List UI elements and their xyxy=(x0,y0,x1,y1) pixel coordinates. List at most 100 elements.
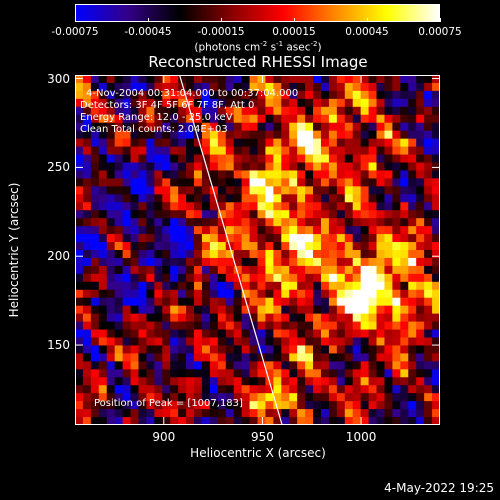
heatmap-cell xyxy=(281,345,290,354)
heatmap-cell xyxy=(217,106,227,116)
heatmap-cell xyxy=(265,393,274,402)
heatmap-cell xyxy=(352,313,362,323)
heatmap-cell xyxy=(313,202,322,211)
x-tick-label: 950 xyxy=(250,430,274,444)
heatmap-cell xyxy=(392,353,401,362)
heatmap-cell xyxy=(424,369,433,378)
heatmap-cell xyxy=(241,393,251,402)
heatmap-cell xyxy=(122,281,132,291)
heatmap-cell xyxy=(194,194,203,203)
heatmap-cell xyxy=(305,345,314,354)
heatmap-cell xyxy=(130,75,140,84)
heatmap-cell xyxy=(408,210,417,219)
heatmap-cell xyxy=(336,313,346,323)
plot-frame xyxy=(75,75,440,425)
heatmap-cell xyxy=(432,234,440,243)
heatmap-cell xyxy=(376,361,386,370)
heatmap-cell xyxy=(432,82,440,92)
heatmap-cell xyxy=(368,273,378,283)
heatmap-cell xyxy=(336,297,346,307)
heatmap-cell xyxy=(305,202,314,211)
heatmap-cell xyxy=(368,114,378,124)
heatmap-cell xyxy=(249,122,259,132)
heatmap-cell xyxy=(265,130,274,140)
heatmap-cell xyxy=(297,122,306,132)
heatmap-cell xyxy=(122,337,132,347)
heatmap-cell xyxy=(146,178,155,187)
heatmap-cell xyxy=(360,90,370,100)
heatmap-cell xyxy=(241,401,251,410)
heatmap-cell xyxy=(313,250,322,259)
heatmap-cell xyxy=(75,162,84,172)
heatmap-cell xyxy=(217,369,227,378)
heatmap-cell xyxy=(201,377,211,386)
heatmap-cell xyxy=(281,385,290,394)
heatmap-cell xyxy=(297,337,306,347)
heatmap-cell xyxy=(146,401,155,410)
heatmap-cell xyxy=(297,321,306,331)
heatmap-cell xyxy=(320,75,330,84)
heatmap-cell xyxy=(106,82,116,92)
heatmap-cell xyxy=(265,90,274,100)
heatmap-cell xyxy=(328,98,338,108)
heatmap-cell xyxy=(209,106,219,116)
heatmap-cell xyxy=(392,337,401,347)
heatmap-cell xyxy=(217,130,227,140)
heatmap-cell xyxy=(98,297,108,307)
heatmap-cell xyxy=(313,234,322,243)
heatmap-cell xyxy=(344,409,354,418)
heatmap-cell xyxy=(194,329,203,339)
heatmap-cell xyxy=(281,393,290,402)
heatmap-cell xyxy=(392,218,401,227)
heatmap-cell xyxy=(376,417,386,425)
heatmap-cell xyxy=(352,250,362,259)
heatmap-cell xyxy=(416,98,425,108)
heatmap-cell xyxy=(257,186,267,195)
heatmap-cell xyxy=(194,250,203,259)
heatmap-cell xyxy=(154,106,163,116)
heatmap-cell xyxy=(186,218,195,227)
heatmap-cell xyxy=(201,313,211,323)
heatmap-cell xyxy=(320,385,330,394)
heatmap-cell xyxy=(328,226,338,235)
heatmap-cell xyxy=(305,401,314,410)
heatmap-cell xyxy=(106,345,116,354)
heatmap-cell xyxy=(313,138,322,148)
heatmap-cell xyxy=(82,98,92,108)
heatmap-cell xyxy=(138,242,148,251)
heatmap-cell xyxy=(424,226,433,235)
heatmap-cell xyxy=(154,138,163,148)
heatmap-cell xyxy=(424,250,433,259)
heatmap-cell xyxy=(138,361,148,370)
heatmap-cell xyxy=(217,345,227,354)
heatmap-cell xyxy=(360,289,370,299)
heatmap-cell xyxy=(178,170,187,179)
heatmap-cell xyxy=(75,305,84,315)
heatmap-cell xyxy=(336,98,346,108)
heatmap-cell xyxy=(281,170,290,179)
heatmap-cell xyxy=(98,329,108,339)
heatmap-cell xyxy=(289,329,298,339)
heatmap-cell xyxy=(344,202,354,211)
heatmap-cell xyxy=(400,321,409,331)
heatmap-cell xyxy=(146,250,155,259)
heatmap-cell xyxy=(281,130,290,140)
heatmap-cell xyxy=(344,289,354,299)
heatmap-cell xyxy=(75,194,84,203)
heatmap-cell xyxy=(170,82,179,92)
heatmap-cell xyxy=(408,130,417,140)
heatmap-cell xyxy=(194,289,203,299)
heatmap-cell xyxy=(209,130,219,140)
heatmap-cell xyxy=(217,321,227,331)
heatmap-cell xyxy=(328,257,338,267)
heatmap-cell xyxy=(289,385,298,394)
heatmap-cell xyxy=(106,250,116,259)
heatmap-cell xyxy=(416,417,425,425)
heatmap-cell xyxy=(320,234,330,243)
heatmap-cell xyxy=(114,218,124,227)
heatmap-cell xyxy=(416,226,425,235)
heatmap-cell xyxy=(90,106,100,116)
heatmap-cell xyxy=(154,154,163,164)
heatmap-cell xyxy=(336,417,346,425)
heatmap-cell xyxy=(289,194,298,203)
